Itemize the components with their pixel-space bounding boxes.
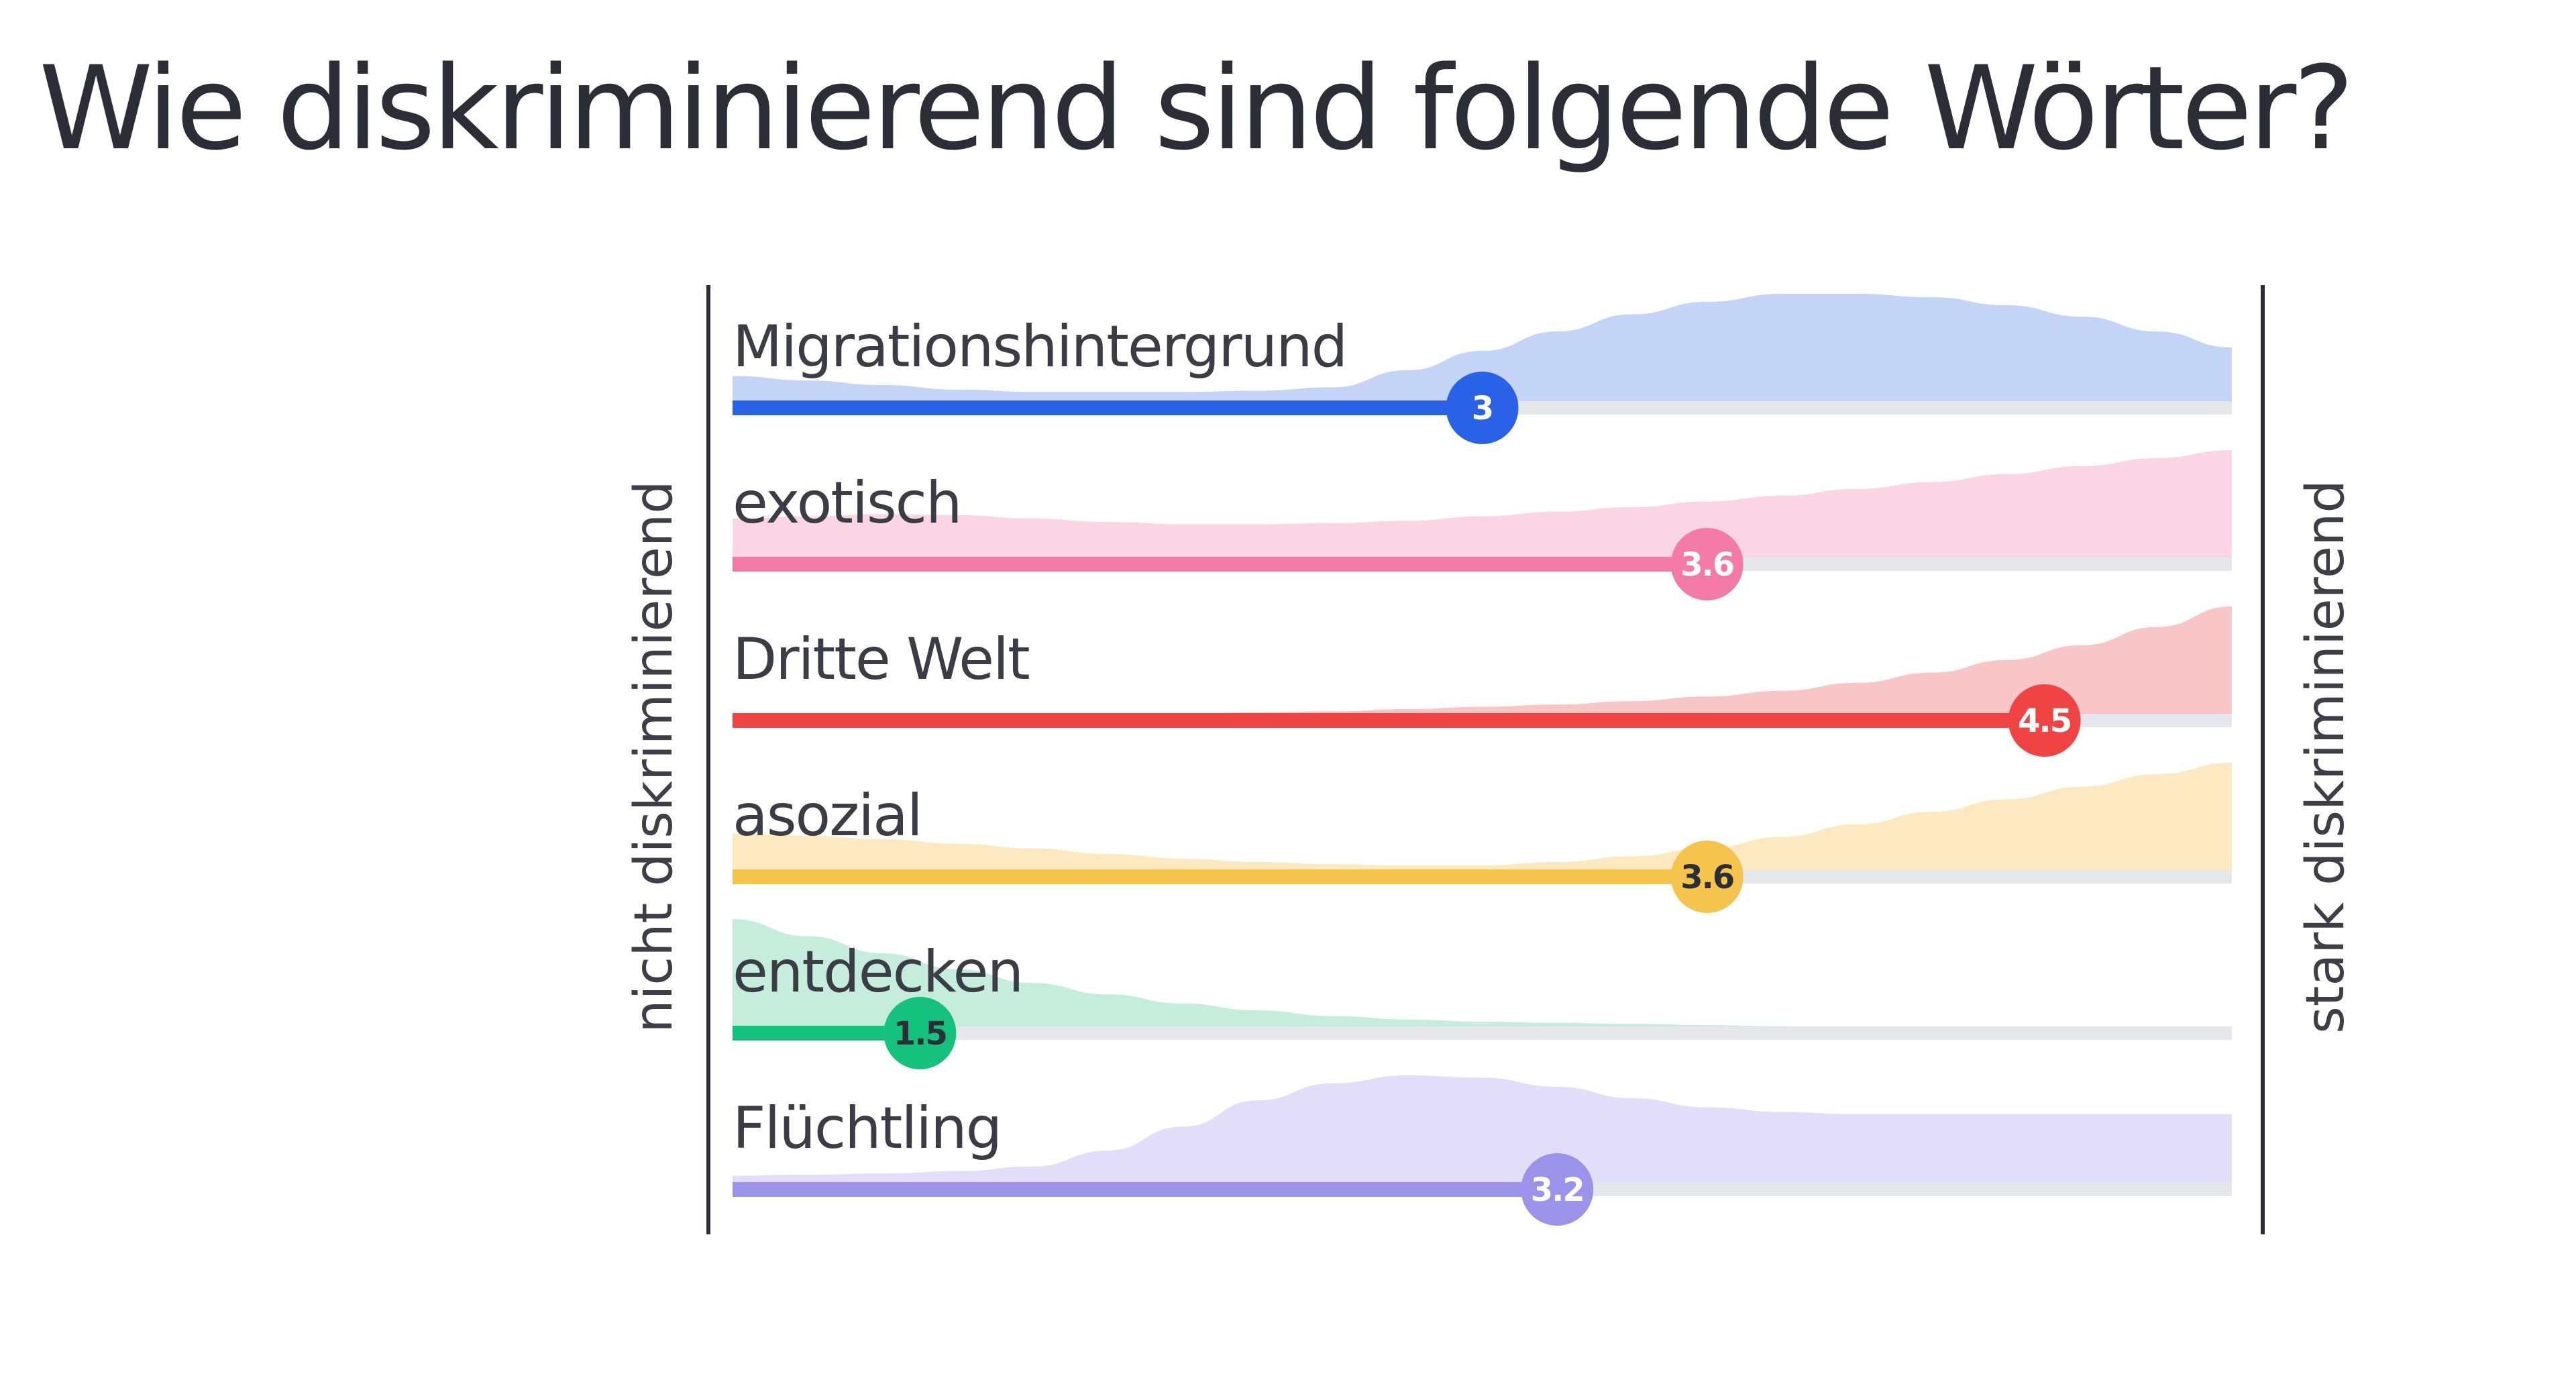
word-label: Dritte Welt bbox=[733, 626, 1029, 693]
value-bar bbox=[733, 557, 1707, 572]
page-title: Wie diskriminierend sind folgende Wörter… bbox=[39, 41, 2355, 176]
chart-row: 1.5 entdecken bbox=[733, 919, 2232, 1069]
value-marker bbox=[1521, 1153, 1594, 1226]
chart-row: 3.6 asozial bbox=[733, 763, 2232, 913]
word-label: Flüchtling bbox=[733, 1095, 1001, 1162]
value-marker bbox=[1670, 841, 1743, 913]
value-marker bbox=[883, 997, 957, 1069]
word-label: Migrationshintergrund bbox=[733, 313, 1346, 380]
chart-row: 3 Migrationshintergrund bbox=[733, 294, 2232, 444]
scale-max-label: stark diskriminierend bbox=[2296, 480, 2356, 1034]
distribution-area bbox=[733, 919, 2232, 1033]
distribution-area bbox=[733, 294, 2232, 408]
value-bar bbox=[733, 869, 1707, 884]
value-bar bbox=[733, 713, 2045, 728]
chart-row: 4.5 Dritte Welt bbox=[733, 606, 2232, 757]
value-label: 3.6 bbox=[1680, 546, 1733, 584]
chart-rows: 3 Migrationshintergrund 3.6 exotisch 4.5 Drit… bbox=[733, 294, 2232, 1226]
value-label: 3.6 bbox=[1680, 859, 1733, 896]
value-label: 1.5 bbox=[894, 1015, 947, 1053]
scale-min-label: nicht diskriminierend bbox=[624, 480, 684, 1033]
distribution-area bbox=[733, 450, 2232, 564]
bar-track bbox=[733, 1026, 2232, 1040]
word-label: asozial bbox=[733, 782, 922, 849]
word-label: exotisch bbox=[733, 470, 961, 537]
value-marker bbox=[2008, 684, 2081, 757]
value-label: 3.2 bbox=[1531, 1171, 1584, 1209]
value-marker bbox=[1446, 372, 1519, 444]
value-bar bbox=[733, 1182, 1558, 1197]
value-bar bbox=[733, 1026, 920, 1040]
value-label: 4.5 bbox=[2018, 702, 2071, 740]
value-label: 3 bbox=[1472, 390, 1493, 427]
value-marker bbox=[1670, 528, 1743, 600]
value-bar bbox=[733, 401, 1483, 415]
chart-row: 3.2 Flüchtling bbox=[733, 1075, 2232, 1226]
distribution-area bbox=[733, 763, 2232, 877]
distribution-area bbox=[733, 1075, 2232, 1189]
distribution-area bbox=[733, 606, 2232, 720]
chart-row: 3.6 exotisch bbox=[733, 450, 2232, 600]
word-label: entdecken bbox=[733, 939, 1022, 1006]
